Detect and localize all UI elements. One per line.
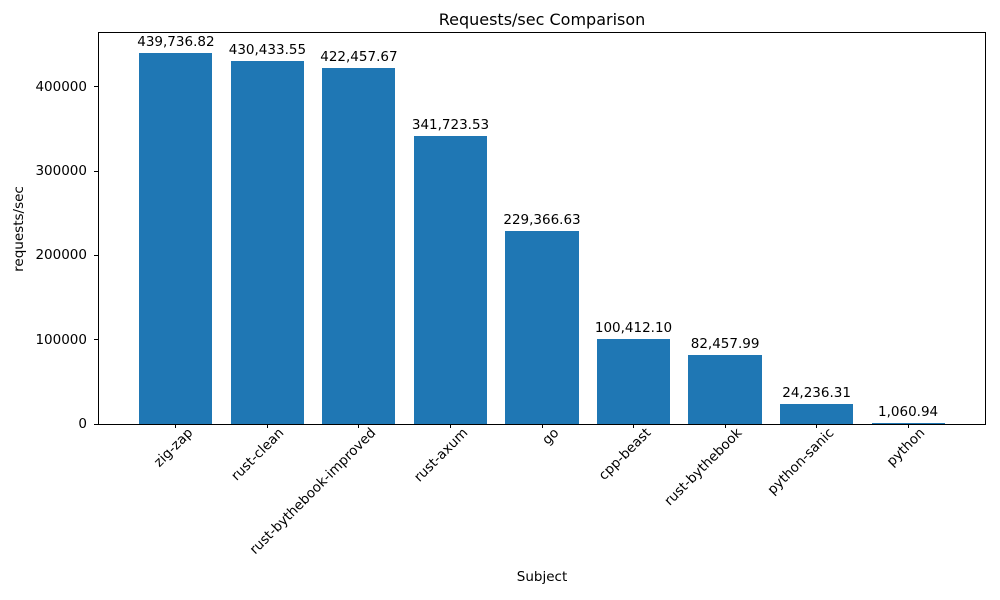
y-tick: [94, 339, 98, 341]
bar-value-label: 82,457.99: [690, 335, 760, 352]
y-tick-label: 100000: [35, 331, 87, 348]
y-tick-label: 0: [78, 416, 87, 432]
bar: [413, 136, 488, 424]
x-tick: [266, 424, 268, 428]
chart-title: Requests/sec Comparison: [438, 10, 646, 29]
bar: [322, 68, 396, 424]
x-tick: [633, 424, 634, 428]
y-tick: [94, 86, 98, 88]
x-tick-label: rust-axum: [410, 425, 471, 486]
y-axis-label: requests/sec: [11, 186, 27, 272]
y-tick: [94, 423, 98, 425]
x-tick: [175, 424, 177, 428]
x-tick-label: zig-zap: [150, 425, 197, 471]
bar: [871, 423, 945, 424]
bar: [596, 339, 671, 424]
bar: [688, 354, 762, 424]
x-tick: [358, 424, 360, 428]
bar-value-label: 229,366.63: [503, 211, 581, 228]
bar-value-label: 439,736.82: [137, 34, 215, 51]
x-tick: [450, 424, 451, 428]
x-tick: [724, 424, 726, 428]
x-tick-label: python: [883, 425, 929, 470]
x-tick-label: rust-bythebook: [661, 425, 746, 510]
bar-value-label: 422,457.67: [320, 49, 398, 65]
y-tick-label: 300000: [35, 163, 87, 180]
bar-value-label: 24,236.31: [782, 384, 851, 401]
bar-value-label: 341,723.53: [411, 117, 490, 133]
x-tick-label: go: [539, 425, 563, 449]
bar-value-label: 430,433.55: [228, 42, 307, 59]
y-tick: [94, 254, 98, 256]
x-tick-label: cpp-beast: [595, 425, 654, 484]
x-tick: [816, 424, 818, 428]
x-tick: [907, 424, 909, 428]
y-tick-label: 200000: [35, 247, 87, 264]
bar: [505, 230, 579, 424]
x-axis-label: Subject: [516, 569, 568, 585]
y-tick: [94, 170, 98, 172]
bar-value-label: 100,412.10: [594, 320, 673, 337]
bar-value-label: 1,060.94: [878, 404, 939, 420]
bar: [139, 53, 213, 424]
bar: [230, 61, 304, 424]
bar: [780, 403, 854, 424]
x-tick: [541, 424, 543, 428]
x-tick-label: rust-clean: [228, 425, 288, 485]
x-tick-label: python-sanic: [763, 425, 837, 498]
y-tick-label: 400000: [35, 78, 87, 95]
